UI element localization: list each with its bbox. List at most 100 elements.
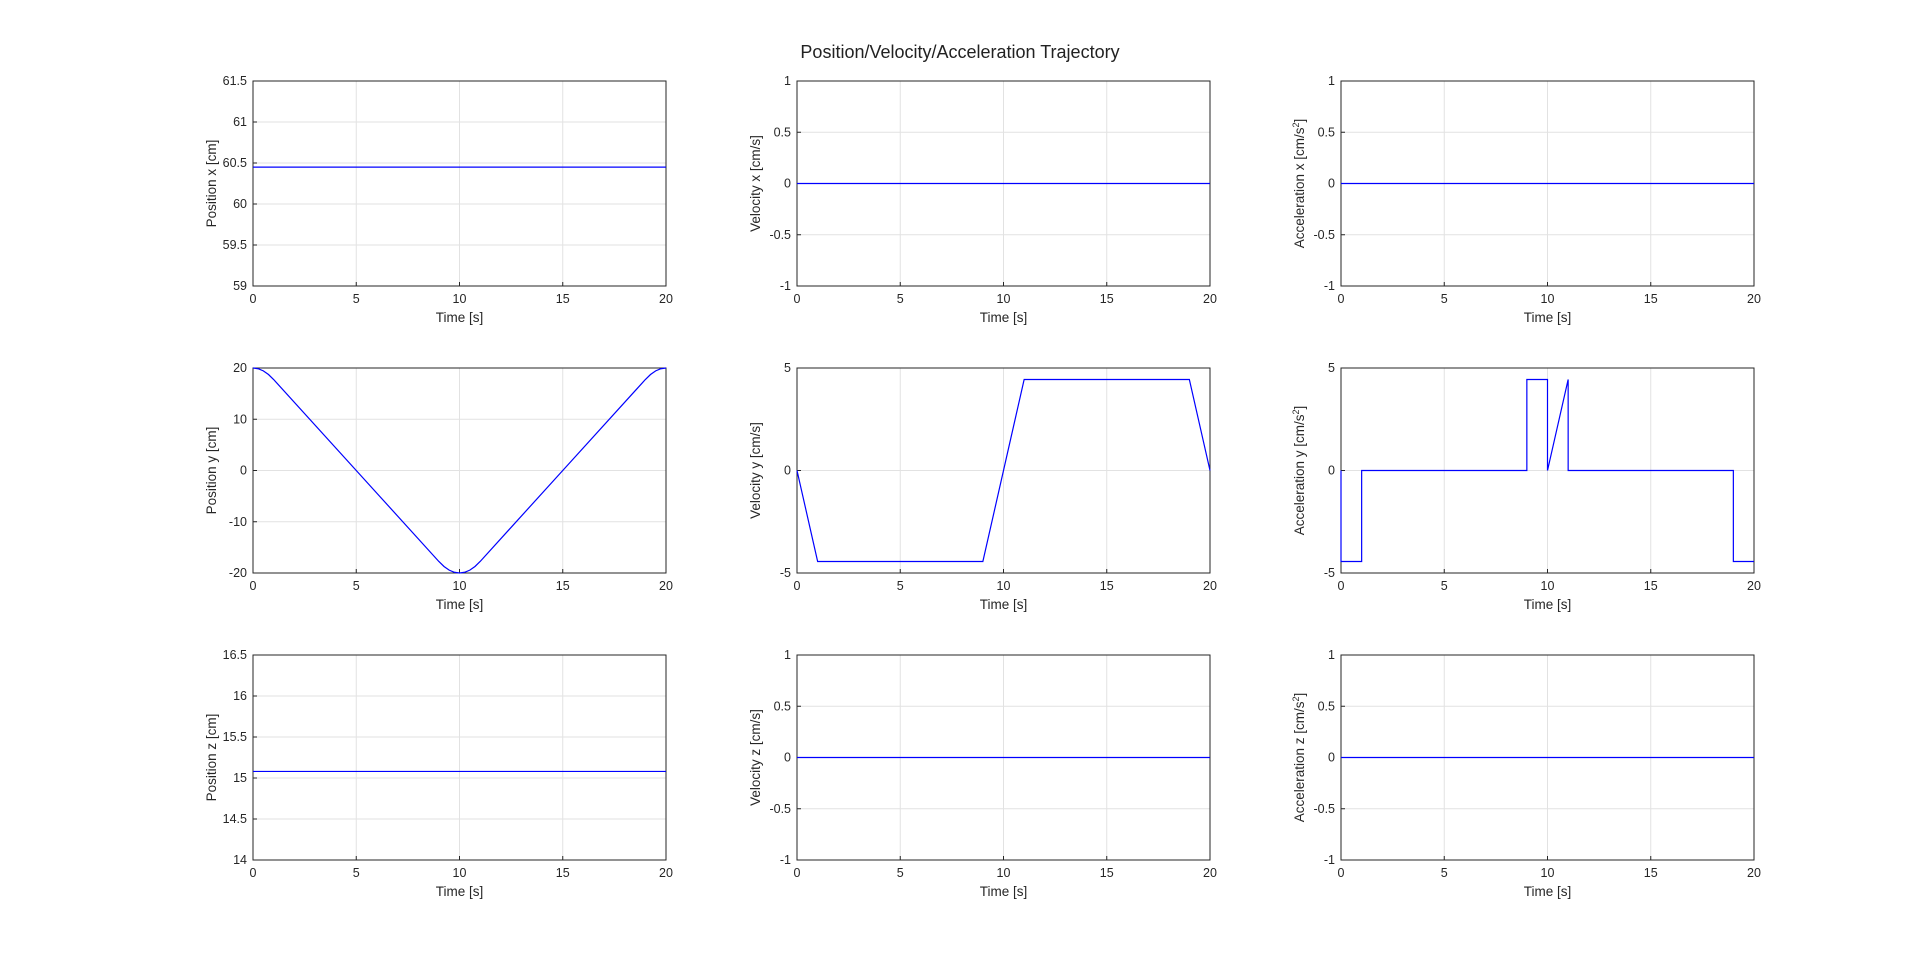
subplot-1: 0 5 10 15 20 59 59.5 60 60.5 61 61.5 Time [s] Positi… <box>204 74 673 325</box>
x-tick-label: 0 <box>1338 292 1345 306</box>
x-tick-label: 10 <box>1541 579 1555 593</box>
y-tick-label: 14 <box>233 853 247 867</box>
y-tick-label: -0.5 <box>1313 228 1335 242</box>
y-tick-label: 0.5 <box>1318 699 1335 713</box>
y-axis-label: Position y [cm] <box>204 427 219 515</box>
y-axis-label-tail: ] <box>1292 406 1307 410</box>
y-tick-label: 0 <box>784 464 791 478</box>
y-axis-label: Position z [cm] <box>204 714 219 802</box>
y-tick-label: 61.5 <box>223 74 247 88</box>
y-tick-label: 0.5 <box>1318 125 1335 139</box>
y-tick-label: 0 <box>784 177 791 191</box>
y-axis-label-superscript: 2 <box>1291 409 1301 414</box>
y-axis-label-text: Position x [cm] <box>204 140 219 228</box>
y-tick-label: 0 <box>240 464 247 478</box>
x-tick-label: 5 <box>897 292 904 306</box>
x-axis-label: Time [s] <box>1524 310 1572 325</box>
subplot-3: 0 5 10 15 20 -1 -0.5 0 0.5 1 Time [s] Acceleration … <box>1291 74 1761 325</box>
subplot-4: 0 5 10 15 20 -20 -10 0 10 20 Time [s] Position y [c… <box>204 361 673 612</box>
x-tick-label: 15 <box>1100 866 1114 880</box>
y-axis-label-tail: ] <box>1292 693 1307 697</box>
y-tick-label: 1 <box>784 648 791 662</box>
y-tick-label: 1 <box>1328 74 1335 88</box>
y-tick-label: 0.5 <box>774 125 791 139</box>
y-tick-label: 5 <box>1328 361 1335 375</box>
y-tick-label: 20 <box>233 361 247 375</box>
x-tick-label: 10 <box>453 866 467 880</box>
x-tick-label: 10 <box>453 579 467 593</box>
y-axis-label: Acceleration x [cm/s2] <box>1291 119 1307 249</box>
subplot-9: 0 5 10 15 20 -1 -0.5 0 0.5 1 Time [s] Acceleration … <box>1291 648 1761 899</box>
y-tick-label: 14.5 <box>223 812 247 826</box>
x-axis-label: Time [s] <box>980 884 1028 899</box>
x-tick-label: 0 <box>794 292 801 306</box>
y-tick-label: 59.5 <box>223 238 247 252</box>
y-tick-label: -10 <box>229 515 247 529</box>
y-tick-label: 0 <box>1328 177 1335 191</box>
x-tick-label: 20 <box>1203 579 1217 593</box>
axes-frame <box>252 654 667 861</box>
x-axis-label: Time [s] <box>1524 884 1572 899</box>
y-axis-label: Velocity y [cm/s] <box>748 422 763 519</box>
y-tick-label: 10 <box>233 412 247 426</box>
x-tick-label: 10 <box>1541 866 1555 880</box>
subplot-8: 0 5 10 15 20 -1 -0.5 0 0.5 1 Time [s] Velocity z [c… <box>748 648 1217 899</box>
y-tick-label: -1 <box>780 279 791 293</box>
y-tick-label: 0 <box>1328 464 1335 478</box>
x-tick-label: 15 <box>1644 866 1658 880</box>
x-tick-label: 5 <box>897 579 904 593</box>
y-tick-label: 0.5 <box>774 699 791 713</box>
x-tick-label: 10 <box>453 292 467 306</box>
y-tick-label: 0 <box>784 751 791 765</box>
y-tick-label: 15 <box>233 771 247 785</box>
y-axis-label-tail: ] <box>1292 119 1307 123</box>
subplot-2: 0 5 10 15 20 -1 -0.5 0 0.5 1 Time [s] Velocity x [c… <box>748 74 1217 325</box>
y-axis-label-text: Acceleration x [cm/s <box>1292 127 1307 248</box>
x-tick-label: 15 <box>556 866 570 880</box>
y-tick-label: 61 <box>233 115 247 129</box>
x-tick-label: 5 <box>897 866 904 880</box>
y-axis-label-text: Acceleration z [cm/s <box>1292 701 1307 822</box>
x-tick-label: 20 <box>1747 866 1761 880</box>
x-tick-label: 0 <box>250 866 257 880</box>
x-tick-label: 20 <box>1747 579 1761 593</box>
y-tick-label: 1 <box>784 74 791 88</box>
x-tick-label: 15 <box>1100 579 1114 593</box>
x-tick-label: 20 <box>659 579 673 593</box>
figure-title: Position/Velocity/Acceleration Trajector… <box>800 42 1120 62</box>
x-tick-label: 10 <box>1541 292 1555 306</box>
x-tick-label: 5 <box>353 579 360 593</box>
x-tick-label: 20 <box>1203 866 1217 880</box>
y-tick-label: 60.5 <box>223 156 247 170</box>
y-axis-label-text: Position y [cm] <box>204 427 219 515</box>
x-tick-label: 20 <box>1203 292 1217 306</box>
y-axis-label-text: Position z [cm] <box>204 714 219 802</box>
x-tick-label: 5 <box>353 866 360 880</box>
y-tick-label: -1 <box>1324 853 1335 867</box>
y-axis-label-superscript: 2 <box>1291 696 1301 701</box>
x-axis-label: Time [s] <box>980 597 1028 612</box>
y-axis-label: Velocity x [cm/s] <box>748 135 763 232</box>
x-axis-label: Time [s] <box>436 597 484 612</box>
y-tick-label: 16 <box>233 689 247 703</box>
y-tick-label: 5 <box>784 361 791 375</box>
y-tick-label: -20 <box>229 566 247 580</box>
x-tick-label: 0 <box>250 292 257 306</box>
subplot-7: 0 5 10 15 20 14 14.5 15 15.5 16 16.5 Time [s] Positi… <box>204 648 673 899</box>
y-tick-label: -0.5 <box>1313 802 1335 816</box>
x-tick-label: 0 <box>1338 866 1345 880</box>
x-tick-label: 5 <box>1441 292 1448 306</box>
y-tick-label: 0 <box>1328 751 1335 765</box>
x-tick-label: 5 <box>353 292 360 306</box>
y-axis-label: Acceleration z [cm/s2] <box>1291 693 1307 823</box>
y-tick-label: -0.5 <box>769 228 791 242</box>
x-tick-label: 0 <box>1338 579 1345 593</box>
y-tick-label: -1 <box>1324 279 1335 293</box>
x-tick-label: 0 <box>794 579 801 593</box>
x-tick-label: 15 <box>1644 579 1658 593</box>
y-axis-label-text: Velocity x [cm/s] <box>748 135 763 232</box>
y-tick-label: -5 <box>1324 566 1335 580</box>
series-line <box>796 378 1211 563</box>
